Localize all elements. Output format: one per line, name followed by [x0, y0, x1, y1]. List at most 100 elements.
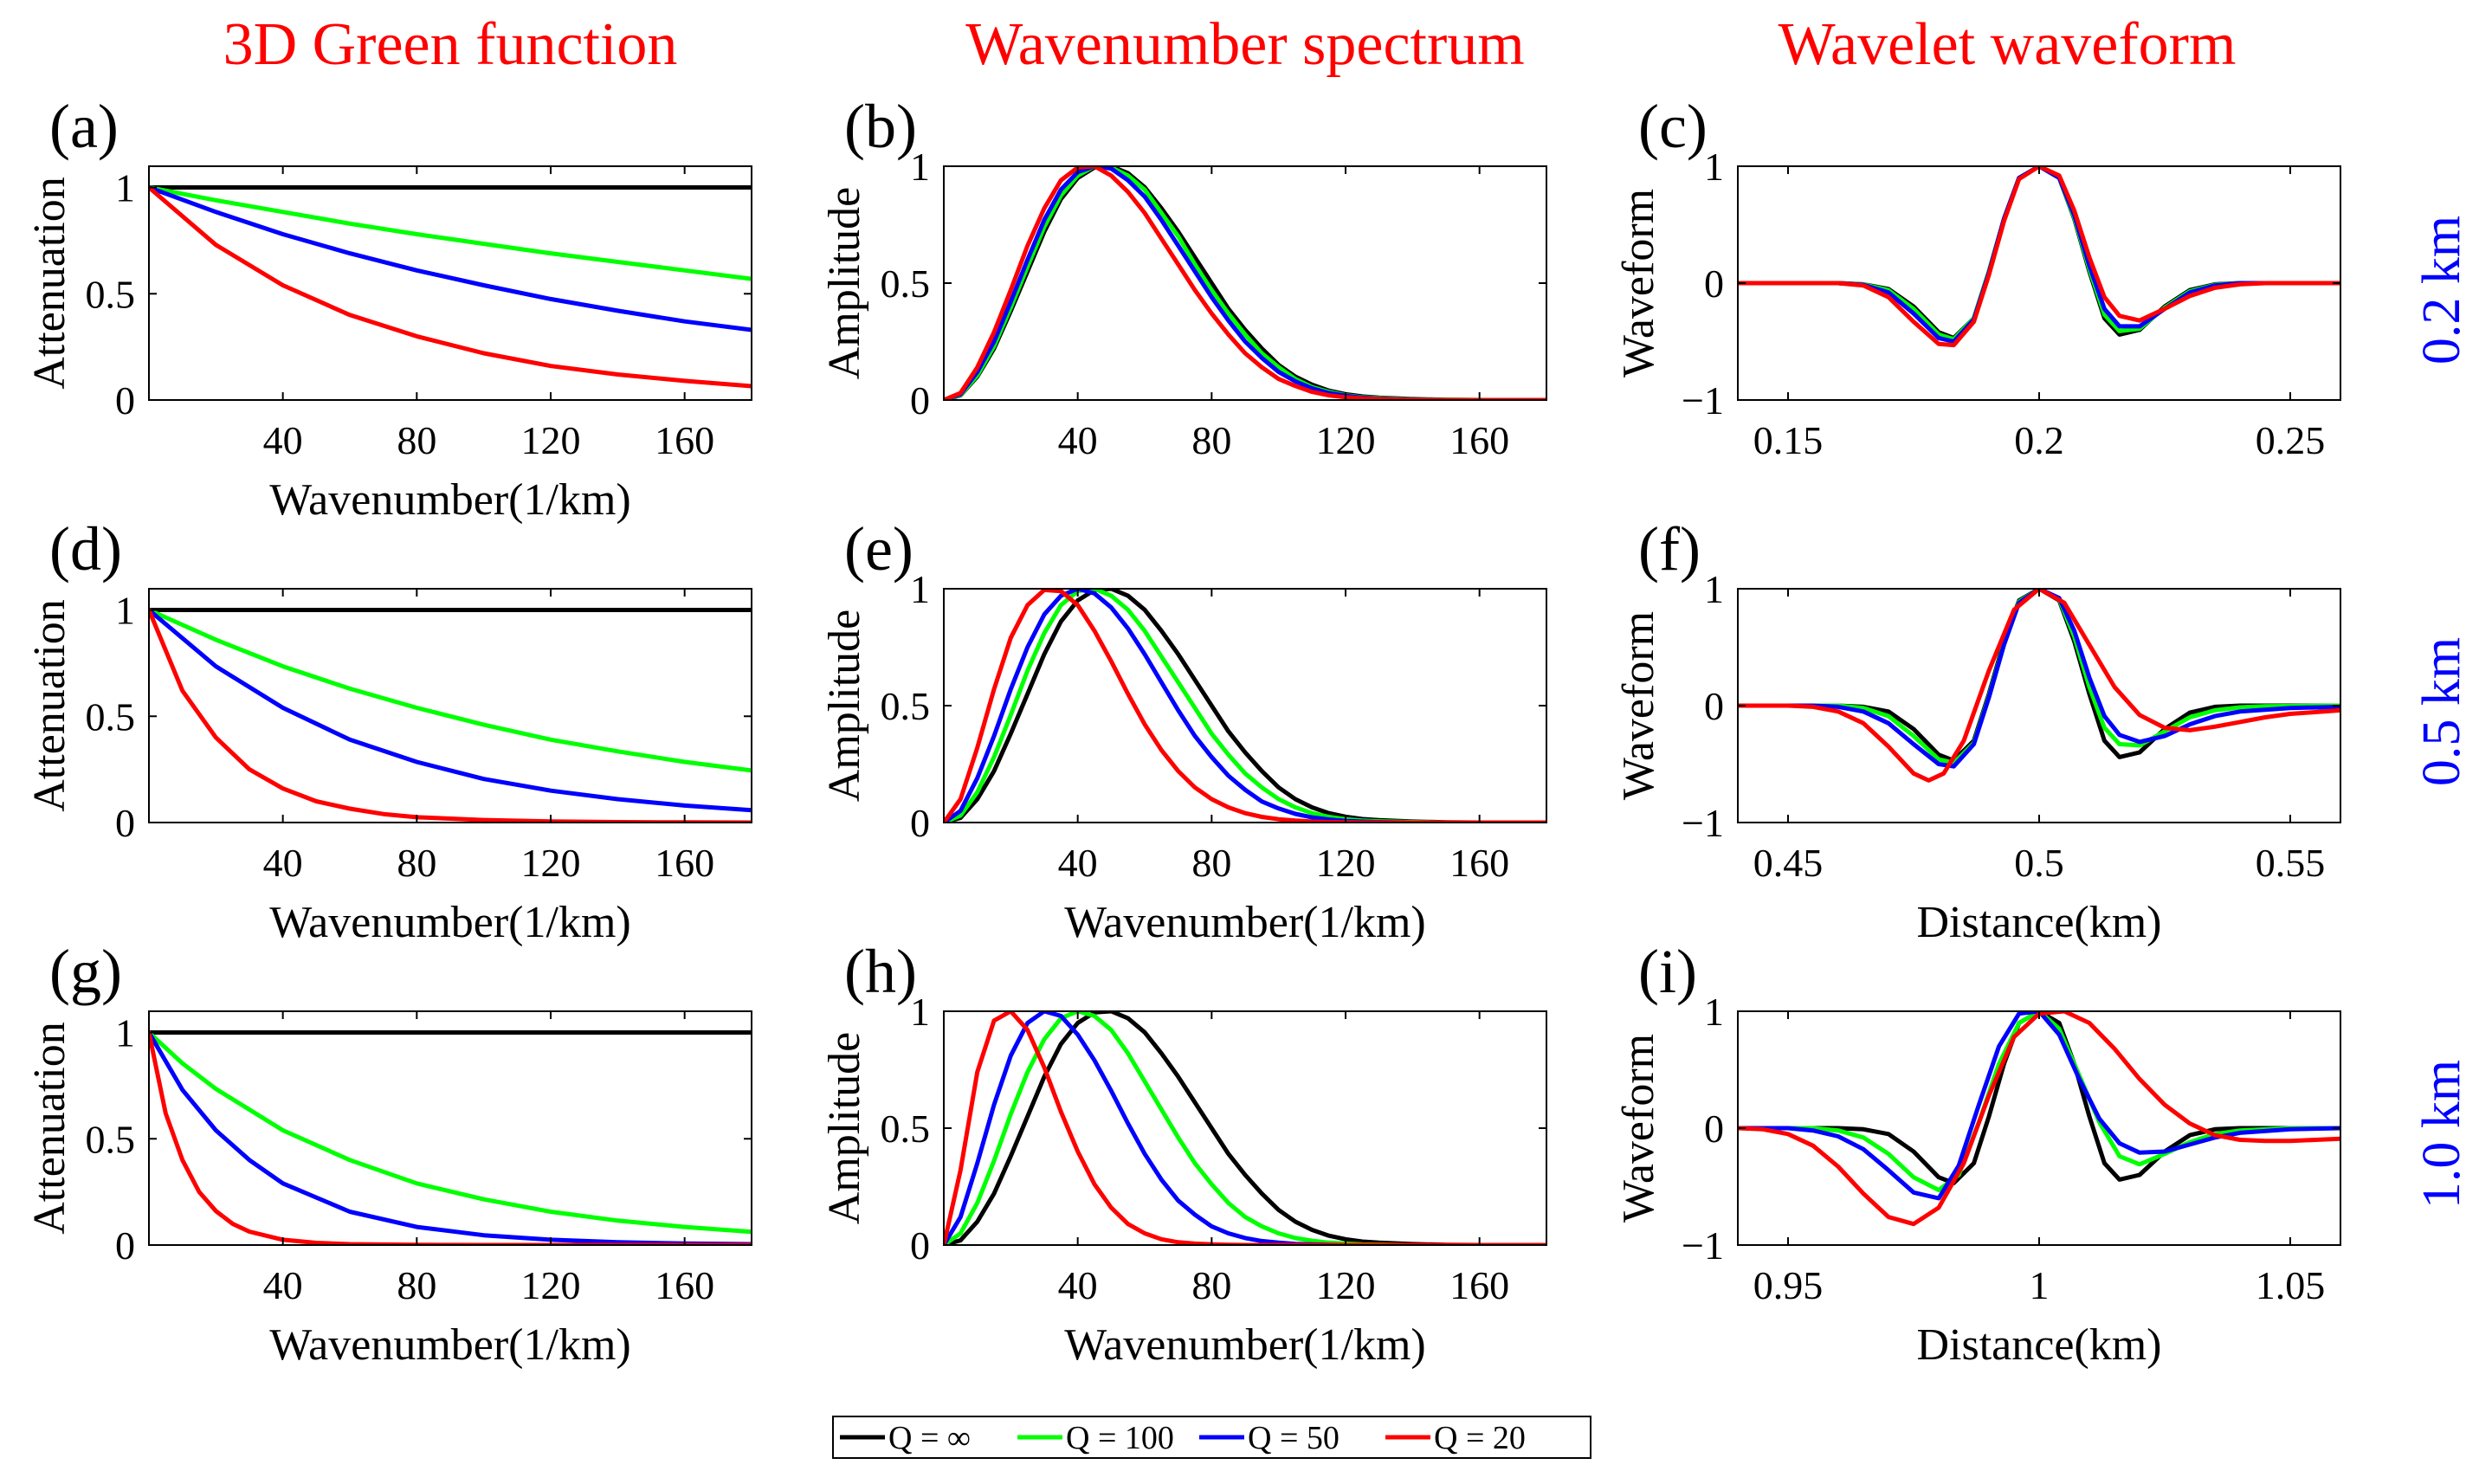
y-tick-label-b-1: 0.5 [881, 261, 931, 306]
series-line-c-3 [1738, 166, 2340, 348]
x-axis-label-a: Wavenumber(1/km) [269, 475, 630, 525]
x-axis-label-h: Wavenumber(1/km) [1064, 1320, 1425, 1370]
y-tick-label-f-2: 1 [1704, 567, 1724, 611]
column-title-wavelet-waveform: Wavelet waveform [1779, 11, 2237, 78]
x-tick-label-g-3: 160 [655, 1263, 714, 1307]
row-label-0-5-km: 0.5 km [2412, 637, 2471, 786]
panel-label-f: (f) [1638, 514, 1701, 584]
series-line-i-1 [1738, 1011, 2340, 1192]
series-line-f-3 [1738, 589, 2340, 783]
series-line-g-3 [149, 1030, 752, 1245]
y-tick-label-h-2: 1 [910, 990, 930, 1034]
y-axis-label-h: Amplitude [820, 1032, 869, 1224]
series-line-a-1 [149, 185, 752, 281]
y-tick-label-g-2: 1 [115, 1011, 135, 1055]
series-line-c-0 [1738, 166, 2340, 340]
panel-i: 0.95 1 1.05 −1 0 1 Waveform Distance(km) (i) [1614, 937, 2341, 1370]
y-tick-label-d-2: 1 [115, 589, 135, 633]
panel-label-i: (i) [1638, 937, 1697, 1006]
x-tick-label-f-0: 0.45 [1753, 841, 1824, 885]
panel-g-series [149, 1030, 752, 1245]
y-tick-label-e-2: 1 [910, 567, 930, 611]
x-tick-label-e-2: 120 [1316, 841, 1376, 885]
x-axis-label-d: Wavenumber(1/km) [269, 898, 630, 947]
series-line-i-0 [1738, 1011, 2340, 1185]
x-tick-label-b-1: 80 [1191, 418, 1231, 462]
y-tick-label-h-1: 0.5 [881, 1107, 931, 1151]
y-tick-label-c-1: 0 [1704, 261, 1724, 306]
panel-c-series [1738, 166, 2340, 348]
y-tick-label-a-2: 1 [115, 166, 135, 210]
panel-a-series [149, 185, 752, 389]
series-line-b-3 [944, 166, 1546, 400]
panel-e: 40 80 120 160 0 0.5 1 Amplitude Wavenumber(1/km)… [820, 514, 1547, 947]
x-axis-label-f: Distance(km) [1916, 898, 2161, 947]
series-line-i-3 [1738, 1011, 2340, 1227]
panel-d-series [149, 608, 752, 823]
panel-c: 0.15 0.2 0.25 −1 0 1 Waveform (c) [1614, 92, 2341, 462]
panels: 40 80 120 160 0 0.5 1 Attenuation Wavenumber(1/k… [25, 92, 2341, 1370]
series-line-i-2 [1738, 1011, 2340, 1201]
series-line-c-2 [1738, 166, 2340, 344]
panel-label-g: (g) [49, 937, 122, 1006]
y-tick-label-e-1: 0.5 [881, 684, 931, 728]
panel-h: 40 80 120 160 0 0.5 1 Amplitude Wavenumber(1/km)… [820, 937, 1547, 1370]
row-label-0-2-km: 0.2 km [2412, 216, 2471, 365]
panel-label-d: (d) [49, 514, 122, 584]
y-tick-label-e-0: 0 [910, 801, 930, 845]
x-tick-label-b-0: 40 [1058, 418, 1098, 462]
series-line-g-1 [149, 1030, 752, 1235]
x-tick-label-g-1: 80 [397, 1263, 436, 1307]
legend-label-3: Q = 20 [1434, 1420, 1526, 1456]
x-tick-label-b-3: 160 [1449, 418, 1509, 462]
x-tick-label-i-0: 0.95 [1753, 1263, 1824, 1307]
series-line-e-2 [944, 589, 1546, 823]
series-line-h-3 [944, 1011, 1546, 1245]
x-tick-label-d-0: 40 [263, 841, 303, 885]
y-tick-label-a-0: 0 [115, 378, 135, 423]
y-tick-label-d-0: 0 [115, 801, 135, 845]
x-tick-label-f-1: 0.5 [2014, 841, 2064, 885]
series-line-e-3 [944, 589, 1546, 823]
x-tick-label-d-2: 120 [521, 841, 581, 885]
x-tick-label-a-1: 80 [397, 418, 436, 462]
y-tick-label-c-2: 1 [1704, 145, 1724, 189]
x-tick-label-f-2: 0.55 [2256, 841, 2326, 885]
panel-d: 40 80 120 160 0 0.5 1 Attenuation Wavenumber(1/k… [25, 514, 752, 947]
column-title-wavenumber-spectrum: Wavenumber spectrum [965, 11, 1525, 78]
legend-label-1: Q = 100 [1066, 1420, 1174, 1456]
y-axis-label-g: Attenuation [25, 1022, 74, 1235]
panel-h-series [944, 1011, 1546, 1245]
axes-frame-g [148, 1010, 752, 1246]
panel-g: 40 80 120 160 0 0.5 1 Attenuation Wavenumber(1/k… [25, 937, 752, 1370]
x-tick-label-b-2: 120 [1316, 418, 1376, 462]
x-tick-label-h-2: 120 [1316, 1263, 1376, 1307]
x-tick-label-d-3: 160 [655, 841, 714, 885]
series-line-b-0 [944, 166, 1546, 400]
panel-f: 0.45 0.5 0.55 −1 0 1 Waveform Distance(km) (f) [1614, 514, 2341, 947]
legend: Q = ∞ Q = 100 Q = 50 Q = 20 [832, 1416, 1591, 1459]
y-tick-label-h-0: 0 [910, 1223, 930, 1268]
x-tick-label-c-1: 0.2 [2014, 418, 2064, 462]
column-titles: 3D Green function Wavenumber spectrum Wa… [223, 11, 2237, 78]
legend-label-0: Q = ∞ [888, 1420, 971, 1456]
y-tick-label-g-0: 0 [115, 1223, 135, 1268]
x-axis-label-e: Wavenumber(1/km) [1064, 898, 1425, 947]
panel-f-series [1738, 589, 2340, 783]
y-tick-label-b-0: 0 [910, 378, 930, 423]
x-tick-label-g-0: 40 [263, 1263, 303, 1307]
legend-label-2: Q = 50 [1248, 1420, 1340, 1456]
axes-frame-d [148, 588, 752, 823]
series-line-a-2 [149, 185, 752, 332]
axes-frame-b [943, 165, 1547, 401]
panel-label-a: (a) [49, 92, 119, 161]
panel-b-series [944, 166, 1546, 400]
axes-frame-a [148, 165, 752, 401]
y-tick-label-c-0: −1 [1682, 378, 1724, 423]
series-line-f-0 [1738, 589, 2340, 763]
series-line-b-2 [944, 166, 1546, 400]
x-tick-label-h-0: 40 [1058, 1263, 1098, 1307]
x-tick-label-c-2: 0.25 [2256, 418, 2326, 462]
x-tick-label-d-1: 80 [397, 841, 436, 885]
panel-i-series [1738, 1011, 2340, 1227]
